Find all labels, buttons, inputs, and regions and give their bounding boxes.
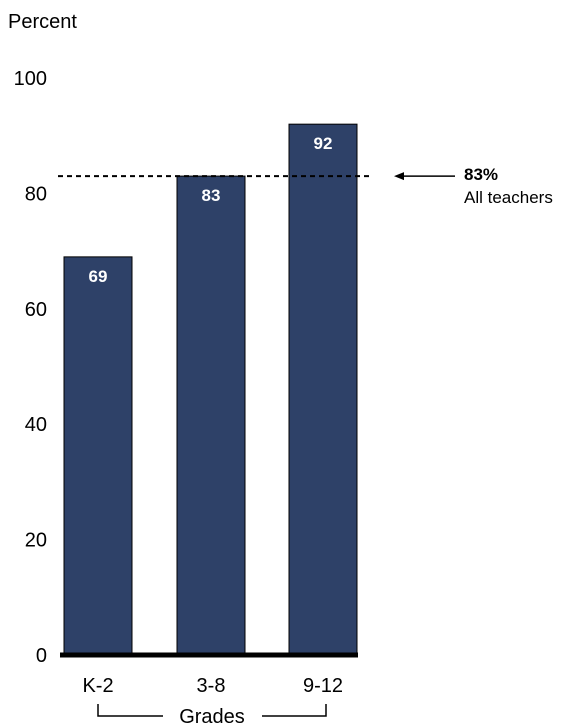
bar	[176, 175, 246, 656]
reference-arrow-head	[394, 172, 404, 181]
x-axis-label: Grades	[179, 706, 245, 724]
x-tick-label: 9-12	[303, 675, 343, 697]
bars-group: 69 83 92	[63, 123, 358, 656]
x-axis-ticks: K-2 3-8 9-12	[82, 675, 343, 697]
bar	[63, 256, 133, 656]
y-axis-ticks: 0 20 40 60 80 100	[14, 68, 47, 667]
bar-value-label: 92	[314, 134, 333, 153]
y-tick-label: 60	[25, 299, 47, 321]
y-axis-label: Percent	[8, 11, 77, 33]
bar-value-label: 69	[89, 267, 108, 286]
bar	[288, 123, 358, 656]
reference-value-label: 83%	[464, 165, 498, 184]
y-tick-label: 100	[14, 68, 47, 90]
bar-value-label: 83	[202, 186, 221, 205]
y-tick-label: 20	[25, 530, 47, 552]
reference-text-label: All teachers	[464, 188, 553, 207]
grades-bracket-right	[262, 704, 327, 717]
y-tick-label: 80	[25, 183, 47, 205]
x-tick-label: 3-8	[197, 675, 226, 697]
y-tick-label: 0	[36, 645, 47, 667]
grades-bracket-left	[97, 704, 163, 717]
x-tick-label: K-2	[82, 675, 113, 697]
y-tick-label: 40	[25, 414, 47, 436]
